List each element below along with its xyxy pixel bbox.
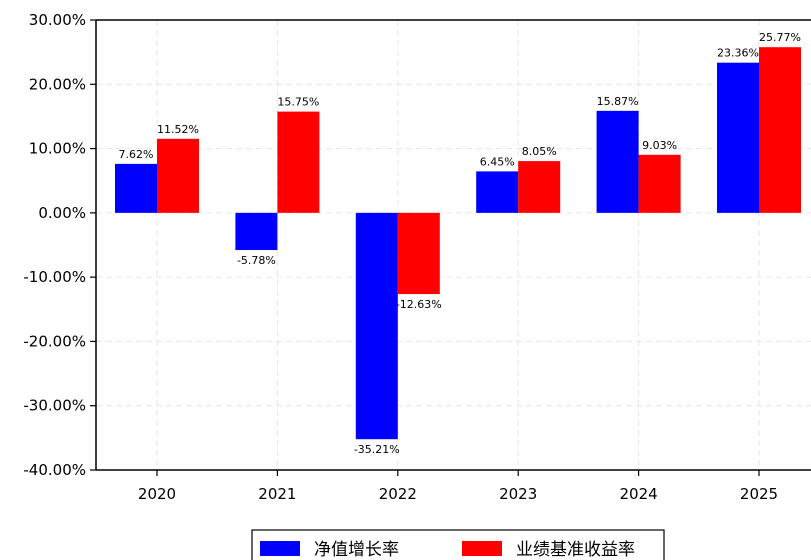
data-label: 7.62% xyxy=(119,148,154,161)
y-tick-label: -10.00% xyxy=(23,268,86,286)
x-axis-ticks: 2020 2021 2022 2023 2024 2025 xyxy=(138,470,778,503)
data-label: 11.52% xyxy=(157,123,199,136)
y-tick-label: -40.00% xyxy=(23,461,86,479)
y-tick-label: 0.00% xyxy=(38,204,86,222)
data-label: -12.63% xyxy=(396,298,442,311)
axes xyxy=(95,19,811,471)
data-label: 8.05% xyxy=(522,145,557,158)
bar-series-1-2022 xyxy=(355,212,398,440)
x-tick-label: 2021 xyxy=(258,485,296,503)
data-label: 15.87% xyxy=(597,95,639,108)
data-label: 15.75% xyxy=(277,96,319,109)
legend-label-series-1: 净值增长率 xyxy=(314,540,399,560)
legend-swatch-series-2 xyxy=(462,541,502,556)
y-axis-ticks: 30.00% 20.00% 10.00% 0.00% -10.00% -20.00% -30… xyxy=(23,11,96,479)
bar-series-1-2025 xyxy=(717,62,759,213)
bars xyxy=(115,47,801,440)
bar-series-2-2023 xyxy=(518,161,561,213)
data-labels: 7.62% -5.78% -35.21% 6.45% 15.87% 23.36% 11.52… xyxy=(119,31,801,456)
grid-lines xyxy=(96,19,811,471)
legend-box xyxy=(251,529,665,560)
bar-series-1-2021 xyxy=(235,212,278,251)
data-label: 9.03% xyxy=(642,139,677,152)
data-label: 25.77% xyxy=(759,31,801,44)
y-tick-label: 10.00% xyxy=(29,140,86,158)
bar-series-2-2025 xyxy=(759,47,801,213)
x-tick-label: 2025 xyxy=(740,485,778,503)
bar-series-2-2022 xyxy=(397,212,440,295)
bar-series-2-2020 xyxy=(157,138,199,213)
legend-swatch-series-1 xyxy=(260,541,300,556)
bar-series-2-2021 xyxy=(277,111,320,213)
y-tick-label: -20.00% xyxy=(23,332,86,350)
y-tick-label: 20.00% xyxy=(29,75,86,93)
x-tick-label: 2022 xyxy=(379,485,417,503)
data-label: 23.36% xyxy=(717,47,759,60)
data-label: -35.21% xyxy=(354,443,400,456)
bar-series-2-2024 xyxy=(638,154,681,213)
x-tick-label: 2020 xyxy=(138,485,176,503)
x-tick-label: 2024 xyxy=(620,485,658,503)
x-tick-label: 2023 xyxy=(499,485,537,503)
data-label: 6.45% xyxy=(480,155,515,168)
legend-label-series-2: 业绩基准收益率 xyxy=(516,540,635,560)
bar-series-1-2024 xyxy=(596,110,639,213)
bar-series-1-2020 xyxy=(115,163,157,213)
bar-series-1-2023 xyxy=(476,171,519,213)
y-tick-label: -30.00% xyxy=(23,397,86,415)
y-tick-label: 30.00% xyxy=(29,11,86,29)
legend: 净值增长率 业绩基准收益率 xyxy=(251,529,665,560)
data-label: -5.78% xyxy=(237,254,276,267)
